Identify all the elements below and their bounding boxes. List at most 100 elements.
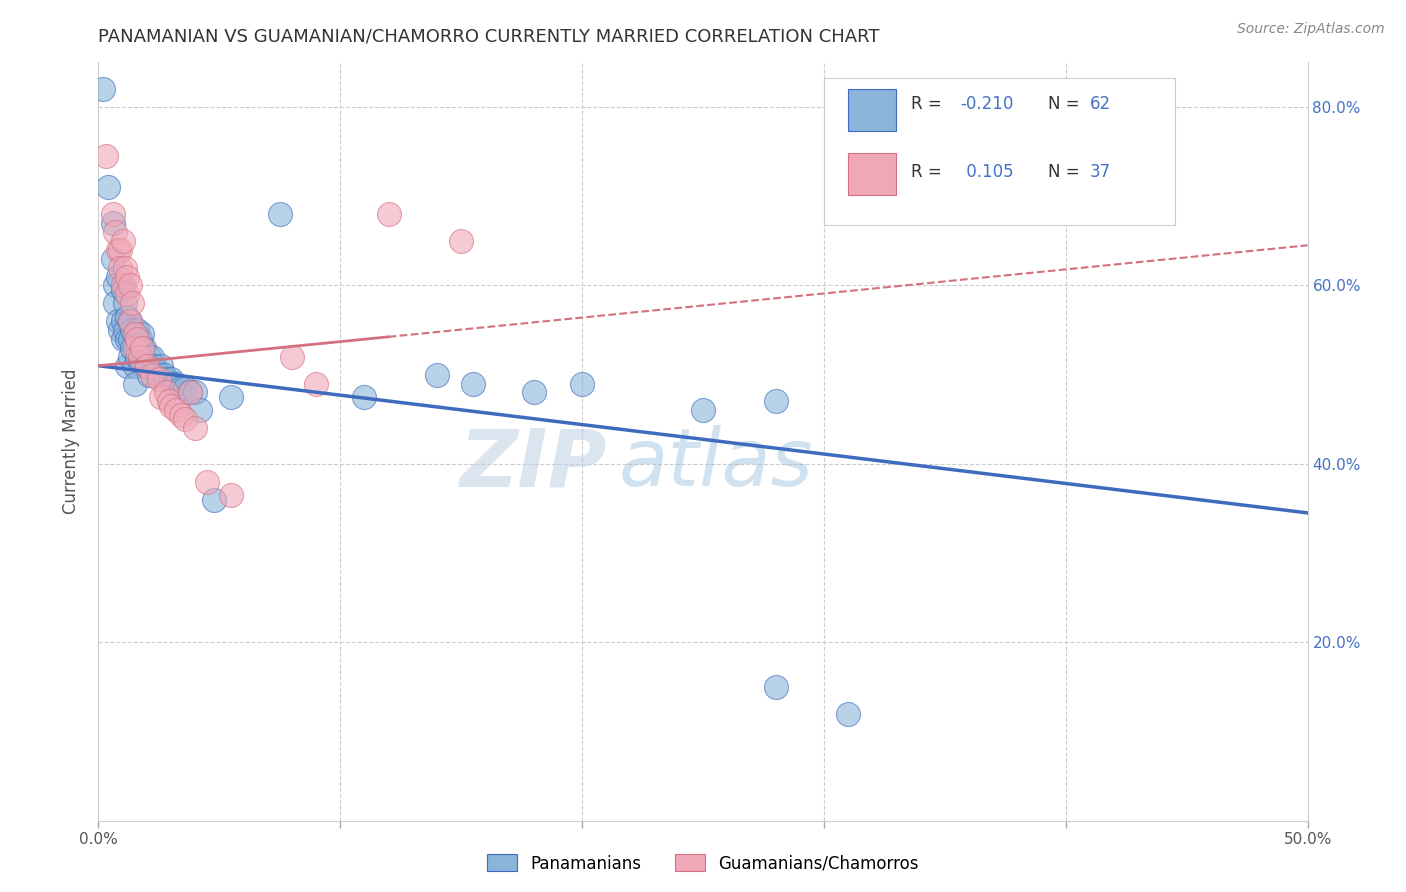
Point (179, 385, 201, 400)
Point (837, 706, 859, 721)
Point (160, 372, 183, 386)
Point (184, 421, 207, 435)
Point (128, 350, 150, 364)
Point (107, 243, 129, 257)
Point (117, 287, 139, 301)
Point (765, 394, 787, 409)
Point (281, 350, 304, 364)
Point (174, 381, 197, 395)
Point (131, 341, 153, 355)
Point (111, 278, 134, 293)
Point (104, 296, 127, 310)
Point (269, 207, 291, 221)
Point (165, 403, 187, 417)
Point (121, 341, 143, 355)
Text: 62: 62 (1090, 95, 1111, 113)
FancyBboxPatch shape (824, 78, 1174, 226)
Point (121, 296, 143, 310)
Point (118, 350, 141, 364)
Point (101, 216, 124, 230)
Point (150, 359, 173, 373)
Point (124, 359, 146, 373)
Point (117, 359, 139, 373)
Point (94, 149, 117, 163)
Text: 0.105: 0.105 (960, 163, 1014, 181)
Point (204, 492, 226, 507)
Point (143, 359, 166, 373)
Point (124, 376, 146, 391)
Point (114, 296, 136, 310)
Text: N =: N = (1047, 95, 1084, 113)
Text: ZIP: ZIP (458, 425, 606, 503)
Point (104, 278, 127, 293)
Point (145, 363, 167, 377)
Point (128, 332, 150, 346)
Y-axis label: Currently Married: Currently Married (62, 368, 80, 515)
Point (118, 314, 141, 328)
Point (377, 207, 399, 221)
Point (111, 314, 134, 328)
Point (523, 385, 546, 400)
Point (150, 390, 173, 404)
Text: atlas: atlas (619, 425, 813, 503)
Point (108, 243, 131, 257)
Point (111, 283, 134, 297)
Point (111, 234, 134, 248)
Legend: Panamanians, Guamanians/Chamorros: Panamanians, Guamanians/Chamorros (481, 847, 925, 880)
Point (111, 332, 134, 346)
Point (305, 376, 328, 391)
Point (101, 207, 124, 221)
Point (101, 252, 124, 266)
Point (692, 403, 714, 417)
Point (131, 327, 153, 342)
Point (91, 82, 114, 96)
Point (118, 332, 141, 346)
Point (124, 341, 146, 355)
Point (128, 354, 150, 368)
Point (426, 368, 449, 382)
Point (141, 350, 163, 364)
Point (107, 314, 129, 328)
Text: -0.210: -0.210 (960, 95, 1014, 113)
Point (765, 680, 787, 694)
Text: R =: R = (911, 163, 948, 181)
Point (571, 376, 593, 391)
Point (148, 372, 170, 386)
Point (108, 260, 131, 275)
Bar (848, 153, 897, 195)
Point (124, 327, 146, 342)
Point (107, 269, 129, 284)
Point (169, 381, 191, 395)
Point (152, 368, 174, 382)
Text: 37: 37 (1090, 163, 1111, 181)
Point (138, 350, 160, 364)
Point (184, 385, 207, 400)
Point (135, 359, 157, 373)
Point (188, 403, 211, 417)
Point (155, 372, 177, 386)
Point (127, 332, 149, 346)
Point (118, 278, 141, 293)
Text: R =: R = (911, 95, 948, 113)
Point (104, 225, 127, 239)
Point (138, 368, 160, 382)
Text: Source: ZipAtlas.com: Source: ZipAtlas.com (1237, 22, 1385, 37)
Point (118, 314, 141, 328)
Point (141, 368, 163, 382)
Point (162, 376, 184, 391)
Point (134, 341, 156, 355)
Text: N =: N = (1047, 163, 1084, 181)
Point (135, 359, 157, 373)
Point (463, 376, 485, 391)
Text: PANAMANIAN VS GUAMANIAN/CHAMORRO CURRENTLY MARRIED CORRELATION CHART: PANAMANIAN VS GUAMANIAN/CHAMORRO CURRENT… (98, 28, 880, 45)
Point (121, 323, 143, 337)
Point (114, 260, 136, 275)
Point (131, 341, 153, 355)
Point (174, 412, 197, 426)
Bar (848, 89, 897, 130)
Point (114, 323, 136, 337)
Point (117, 269, 139, 284)
Point (169, 408, 191, 422)
Point (195, 475, 218, 489)
Point (353, 390, 375, 404)
